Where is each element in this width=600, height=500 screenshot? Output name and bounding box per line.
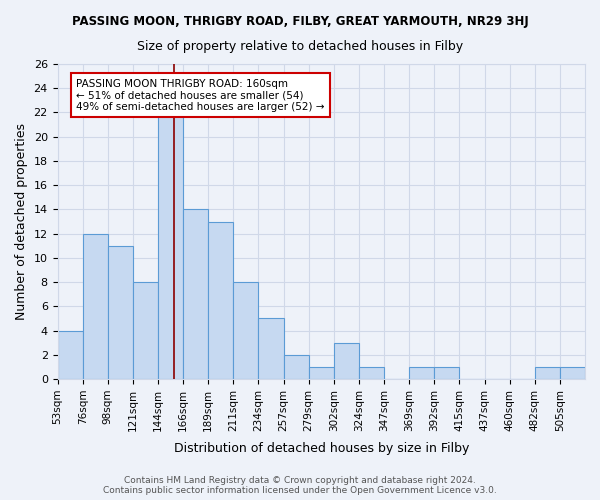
Text: PASSING MOON, THRIGBY ROAD, FILBY, GREAT YARMOUTH, NR29 3HJ: PASSING MOON, THRIGBY ROAD, FILBY, GREAT… [71, 15, 529, 28]
Bar [233, 282, 259, 379]
Bar [158, 112, 183, 379]
Bar [434, 367, 460, 379]
Bar [409, 367, 434, 379]
Text: Contains HM Land Registry data © Crown copyright and database right 2024.
Contai: Contains HM Land Registry data © Crown c… [103, 476, 497, 495]
Bar [560, 367, 585, 379]
Bar [58, 330, 83, 379]
Bar [309, 367, 334, 379]
Bar [208, 222, 233, 379]
Bar [183, 210, 208, 379]
Bar [284, 355, 309, 379]
Bar [108, 246, 133, 379]
Bar [334, 342, 359, 379]
Bar [83, 234, 108, 379]
Bar [535, 367, 560, 379]
Text: Size of property relative to detached houses in Filby: Size of property relative to detached ho… [137, 40, 463, 53]
Bar [259, 318, 284, 379]
Y-axis label: Number of detached properties: Number of detached properties [15, 123, 28, 320]
X-axis label: Distribution of detached houses by size in Filby: Distribution of detached houses by size … [173, 442, 469, 455]
Bar [133, 282, 158, 379]
Bar [359, 367, 384, 379]
Text: PASSING MOON THRIGBY ROAD: 160sqm
← 51% of detached houses are smaller (54)
49% : PASSING MOON THRIGBY ROAD: 160sqm ← 51% … [76, 78, 325, 112]
